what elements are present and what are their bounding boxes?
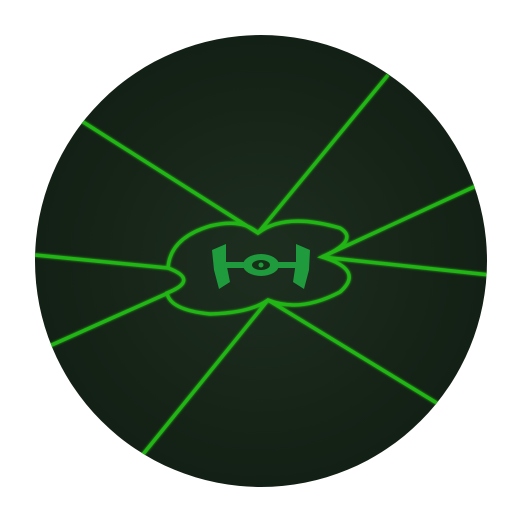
spoke-left-upper (35, 253, 169, 270)
spoke-lower-right (267, 298, 441, 407)
spoke-left-lower (44, 291, 169, 350)
spoke-right-lower (321, 255, 487, 277)
spoke-upper-left (79, 118, 259, 235)
spoke-upper-right (256, 73, 390, 235)
tie-fighter-icon (212, 244, 310, 289)
center-ring (165, 219, 351, 316)
spoke-lower-left (138, 298, 270, 460)
spoke-right-upper (321, 183, 479, 259)
